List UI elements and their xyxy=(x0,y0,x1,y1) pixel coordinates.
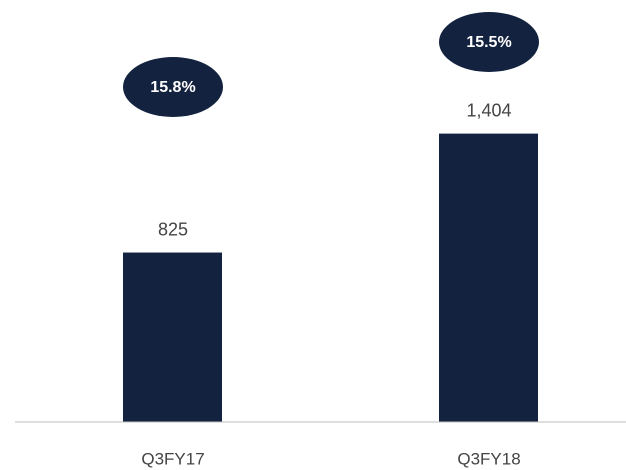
bar xyxy=(123,252,222,422)
bar xyxy=(439,133,538,422)
x-tick-label: Q3FY18 xyxy=(457,449,520,468)
value-label: 1,404 xyxy=(466,100,511,120)
x-tick-label: Q3FY17 xyxy=(141,449,204,468)
annotation-label: 15.5% xyxy=(466,34,511,51)
annotation-label: 15.8% xyxy=(150,79,195,96)
value-label: 825 xyxy=(158,219,188,239)
annotation-badge xyxy=(439,12,539,72)
annotation-badge xyxy=(123,57,223,117)
